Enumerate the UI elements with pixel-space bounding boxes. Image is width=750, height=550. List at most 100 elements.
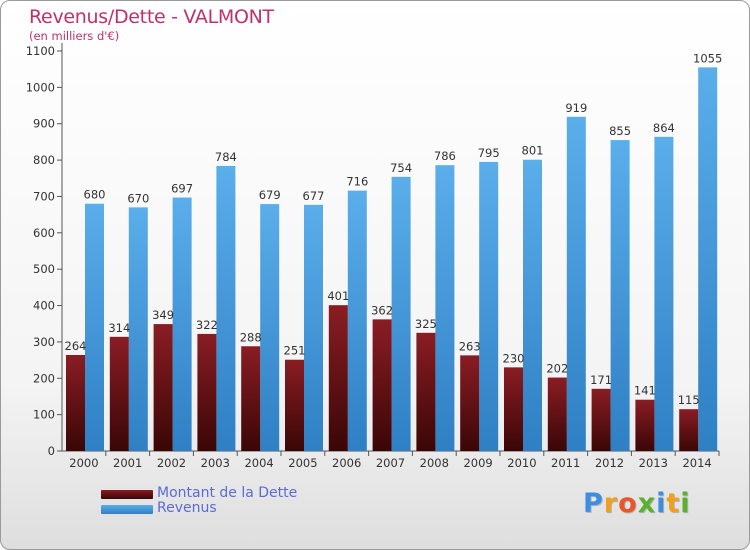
- x-tick-label: 2000: [69, 456, 98, 470]
- x-tick-label: 2001: [113, 456, 142, 470]
- data-label-revenus: 795: [478, 146, 500, 160]
- logo-letter: P: [583, 488, 604, 519]
- x-tick-label: 2012: [595, 456, 624, 470]
- data-label-dette: 288: [240, 330, 262, 344]
- data-label-dette: 349: [152, 308, 174, 322]
- data-label-revenus: 680: [84, 188, 106, 202]
- data-label-revenus: 864: [653, 121, 675, 135]
- chart-subtitle: (en milliers d'€): [29, 29, 120, 43]
- legend-swatch-revenus: [101, 505, 153, 514]
- y-tick-label: 600: [33, 226, 55, 240]
- x-tick-label: 2003: [201, 456, 230, 470]
- bar-revenus: [260, 204, 280, 451]
- bars: [66, 67, 718, 452]
- data-label-revenus: 855: [609, 124, 631, 138]
- logo-letter: r: [603, 488, 619, 519]
- x-tick-label: 2006: [332, 456, 361, 470]
- logo-letter: t: [666, 488, 681, 519]
- data-label-revenus: 801: [522, 144, 544, 158]
- x-tick-label: 2005: [288, 456, 317, 470]
- y-tick-label: 300: [33, 335, 55, 349]
- bar-revenus: [435, 165, 455, 451]
- x-tick-label: 2008: [420, 456, 449, 470]
- x-tick-label: 2009: [463, 456, 492, 470]
- bar-revenus: [479, 161, 499, 451]
- bar-dette: [328, 305, 348, 451]
- y-tick-label: 200: [33, 371, 55, 385]
- legend-label-dette: Montant de la Dette: [157, 485, 298, 501]
- bar-dette: [591, 388, 611, 451]
- bar-revenus: [654, 136, 674, 451]
- bar-revenus: [610, 140, 630, 451]
- x-tick-label: 2004: [244, 456, 273, 470]
- labels: 2000 680 264 2001 670 314 2002 697 349 2003 784 322…: [65, 51, 723, 470]
- data-label-revenus: 697: [171, 182, 193, 196]
- x-tick-label: 2010: [507, 456, 536, 470]
- data-label-revenus: 919: [565, 101, 587, 115]
- bar-dette: [285, 359, 304, 451]
- data-label-revenus: 784: [215, 150, 237, 164]
- data-label-revenus: 677: [303, 189, 325, 203]
- bar-revenus: [391, 176, 411, 451]
- logo-letter: x: [637, 488, 657, 519]
- x-tick-label: 2007: [376, 456, 405, 470]
- chart-title: Revenus/Dette - VALMONT: [29, 6, 274, 28]
- bar-revenus: [128, 207, 148, 451]
- legend-swatch-dette: [101, 490, 153, 499]
- x-tick-label: 2014: [682, 456, 711, 470]
- bar-dette: [416, 332, 436, 451]
- logo-letter: i: [680, 488, 691, 519]
- x-tick-label: 2013: [639, 456, 668, 470]
- data-label-revenus: 786: [434, 149, 456, 163]
- data-label-dette: 171: [590, 373, 612, 387]
- bar-revenus: [172, 197, 192, 451]
- data-label-dette: 325: [415, 317, 437, 331]
- y-tick-label: 900: [33, 117, 55, 131]
- logo-letter: o: [618, 488, 638, 519]
- proxiti-logo: Proxiti: [583, 488, 691, 519]
- bar-dette: [241, 346, 261, 451]
- bar-dette: [635, 399, 655, 451]
- y-tick-label: 500: [33, 262, 55, 276]
- y-tick-label: 1000: [26, 80, 55, 94]
- bar-dette: [372, 319, 392, 451]
- logo-letter: i: [656, 488, 667, 519]
- bar-dette: [109, 336, 129, 451]
- bar-dette: [679, 409, 699, 451]
- bar-dette: [153, 324, 173, 451]
- legend-label-revenus: Revenus: [157, 500, 217, 516]
- data-label-dette: 202: [546, 362, 568, 376]
- data-label-dette: 141: [634, 384, 656, 398]
- data-label-dette: 230: [503, 351, 525, 365]
- bar-revenus: [216, 165, 236, 451]
- bar-revenus: [304, 204, 323, 451]
- bar-dette: [460, 355, 480, 451]
- bar-dette: [504, 367, 523, 451]
- data-label-revenus: 670: [127, 191, 149, 205]
- data-label-dette: 263: [459, 339, 481, 353]
- data-label-dette: 251: [284, 344, 306, 358]
- y-tick-label: 100: [33, 408, 55, 422]
- bar-revenus: [698, 67, 718, 451]
- data-label-dette: 115: [678, 393, 700, 407]
- y-tick-label: 700: [33, 189, 55, 203]
- bar-revenus: [566, 116, 586, 452]
- data-label-dette: 362: [371, 303, 393, 317]
- data-label-revenus: 1055: [693, 51, 722, 65]
- x-tick-label: 2002: [157, 456, 186, 470]
- bar-dette: [547, 377, 567, 451]
- bar-dette: [66, 355, 85, 451]
- data-label-revenus: 679: [259, 188, 281, 202]
- data-label-dette: 264: [65, 339, 87, 353]
- data-label-revenus: 716: [346, 175, 368, 189]
- bar-dette: [197, 333, 217, 451]
- y-tick-label: 0: [48, 444, 55, 458]
- y-tick-label: 400: [33, 299, 55, 313]
- bar-revenus: [85, 203, 104, 451]
- data-label-revenus: 754: [390, 161, 412, 175]
- bar-revenus: [523, 159, 542, 451]
- y-tick-label: 1100: [26, 44, 55, 58]
- bar-revenus: [347, 190, 367, 452]
